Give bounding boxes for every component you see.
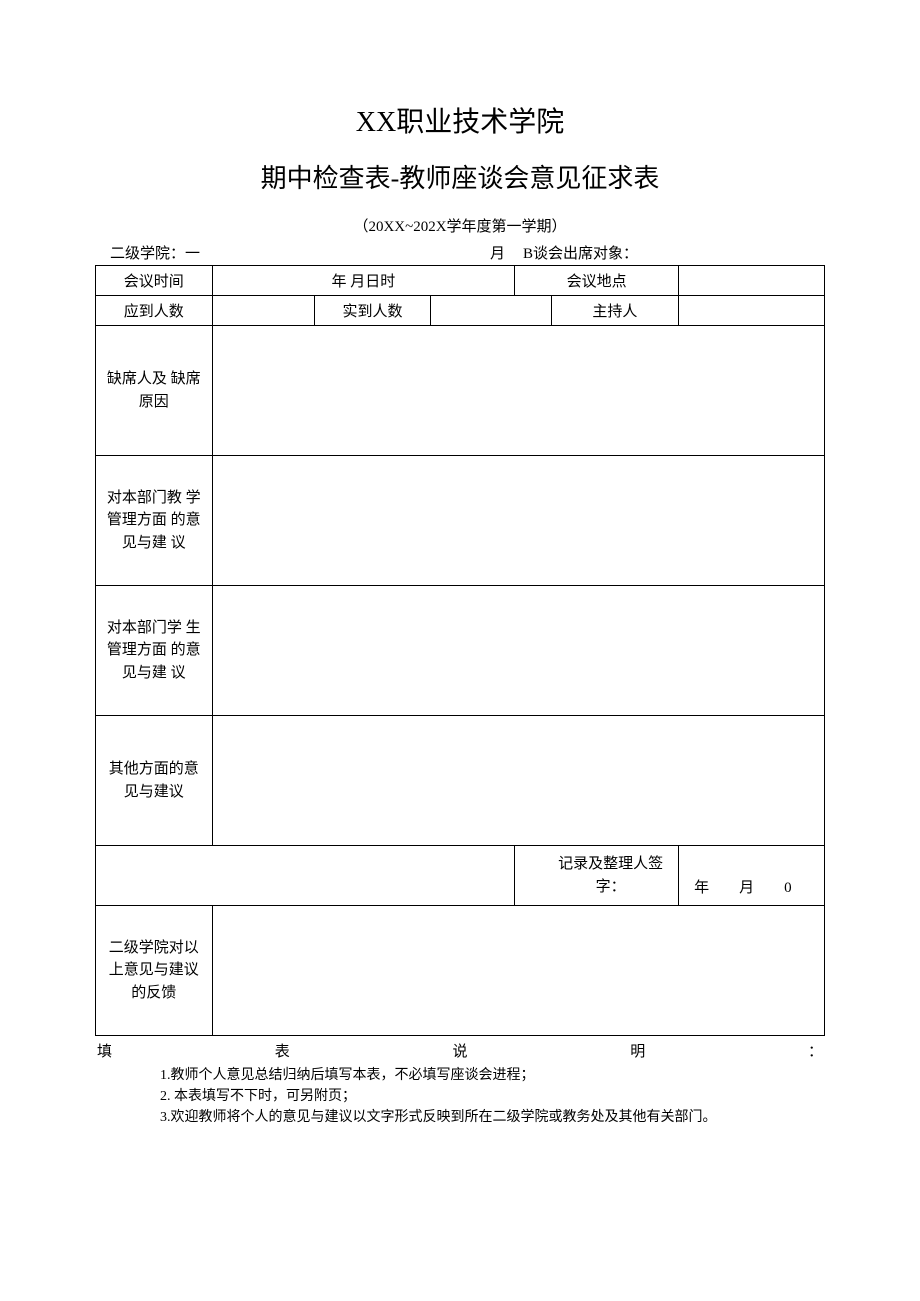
feedback-table: 会议时间 年 月日时 会议地点 应到人数 实到人数 主持人 缺席人及 缺席原因 … <box>95 265 825 1036</box>
student-mgmt-label: 对本部门学 生管理方面 的意见与建 议 <box>96 586 213 716</box>
header-month: 月 <box>490 242 505 263</box>
expected-count-value <box>212 296 314 326</box>
absent-label: 缺席人及 缺席原因 <box>96 326 213 456</box>
table-row: 记录及整理人签字： 年 月 0 <box>96 846 825 906</box>
footer-notes: 1.教师个人意见总结归纳后填写本表，不必填写座谈会进程； 2. 本表填写不下时，… <box>95 1065 825 1128</box>
feedback-value <box>212 906 824 1036</box>
table-row: 其他方面的意见与建议 <box>96 716 825 846</box>
student-mgmt-value <box>212 586 824 716</box>
footer-heading-char: 明 <box>630 1040 645 1061</box>
table-row: 缺席人及 缺席原因 <box>96 326 825 456</box>
teaching-mgmt-label: 对本部门教 学管理方面 的意见与建 议 <box>96 456 213 586</box>
footer-heading-char: 表 <box>275 1040 290 1061</box>
absent-value <box>212 326 824 456</box>
footer-heading: 填 表 说 明 ： <box>95 1040 825 1061</box>
other-label: 其他方面的意见与建议 <box>96 716 213 846</box>
header-college: 二级学院：一 <box>110 242 200 263</box>
host-label: 主持人 <box>551 296 679 326</box>
header-attendees: B谈会出席对象： <box>523 242 638 263</box>
page-title-1: XX职业技术学院 <box>95 100 825 140</box>
meeting-time-label: 会议时间 <box>96 266 213 296</box>
table-row: 会议时间 年 月日时 会议地点 <box>96 266 825 296</box>
page-title-2: 期中检查表-教师座谈会意见征求表 <box>95 158 825 195</box>
signature-date: 年 月 0 <box>679 846 825 906</box>
footer-note-1: 1.教师个人意见总结归纳后填写本表，不必填写座谈会进程； <box>160 1065 825 1086</box>
footer-heading-char: 说 <box>452 1040 467 1061</box>
footer-heading-char: 填 <box>97 1040 112 1061</box>
meeting-location-value <box>679 266 825 296</box>
footer-heading-char: ： <box>808 1040 823 1061</box>
semester-line: （20XX~202X学年度第一学期） <box>95 215 825 236</box>
feedback-label: 二级学院对以上意见与建议的反馈 <box>96 906 213 1036</box>
table-row: 对本部门学 生管理方面 的意见与建 议 <box>96 586 825 716</box>
signature-label: 记录及整理人签字： <box>515 846 679 906</box>
actual-count-value <box>431 296 551 326</box>
expected-count-label: 应到人数 <box>96 296 213 326</box>
meeting-time-value: 年 月日时 <box>212 266 515 296</box>
table-row: 应到人数 实到人数 主持人 <box>96 296 825 326</box>
actual-count-label: 实到人数 <box>314 296 431 326</box>
footer-note-2: 2. 本表填写不下时，可另附页； <box>160 1086 825 1107</box>
signature-empty <box>96 846 515 906</box>
meeting-location-label: 会议地点 <box>515 266 679 296</box>
table-row: 对本部门教 学管理方面 的意见与建 议 <box>96 456 825 586</box>
teaching-mgmt-value <box>212 456 824 586</box>
host-value <box>679 296 825 326</box>
header-line: 二级学院：一 月 B谈会出席对象： <box>95 242 825 263</box>
table-row: 二级学院对以上意见与建议的反馈 <box>96 906 825 1036</box>
footer-note-3: 3.欢迎教师将个人的意见与建议以文字形式反映到所在二级学院或教务处及其他有关部门… <box>160 1107 825 1128</box>
other-value <box>212 716 824 846</box>
